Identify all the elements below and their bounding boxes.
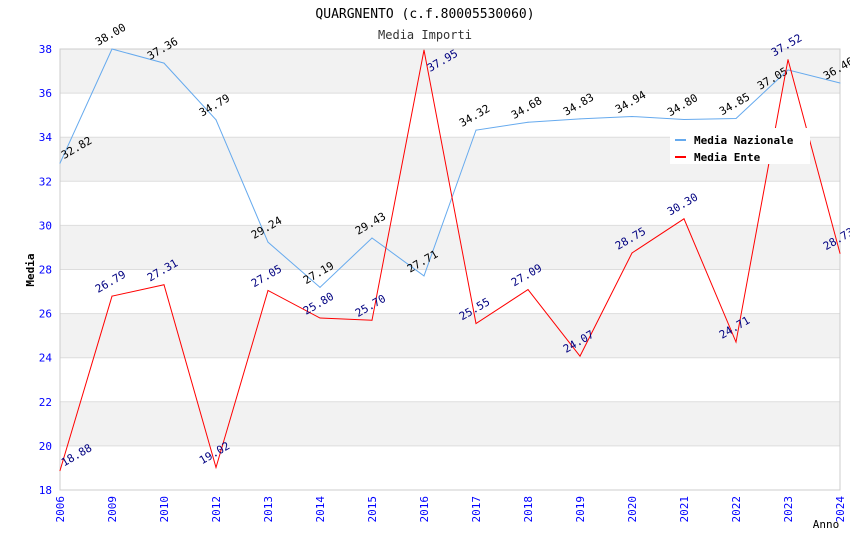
data-point (527, 121, 529, 123)
data-point (579, 118, 581, 120)
data-point (423, 275, 425, 277)
legend: Media Nazionale Media Ente (670, 128, 810, 164)
chart-title: QUARGNENTO (c.f.80005530060) (315, 7, 534, 22)
y-tick-label: 18 (39, 484, 52, 497)
data-point (475, 323, 477, 325)
data-point (683, 119, 685, 121)
grid-band (60, 357, 840, 402)
data-point (215, 467, 217, 469)
data-point (319, 317, 321, 319)
x-tick-label: 2015 (366, 496, 379, 523)
x-tick-label: 2024 (834, 496, 847, 523)
data-point (527, 289, 529, 291)
y-tick-label: 34 (39, 131, 53, 144)
x-tick-label: 2014 (314, 496, 327, 523)
data-point (735, 341, 737, 343)
x-tick-label: 2022 (730, 496, 743, 523)
x-tick-label: 2023 (782, 496, 795, 523)
grid-band (60, 401, 840, 446)
data-point (787, 69, 789, 71)
x-tick-label: 2009 (106, 496, 119, 523)
x-tick-label: 2012 (210, 496, 223, 523)
data-point (111, 48, 113, 50)
x-tick-label: 2013 (262, 496, 275, 523)
x-tick-label: 2020 (626, 496, 639, 523)
data-point (59, 162, 61, 164)
y-tick-label: 26 (39, 308, 52, 321)
y-tick-label: 32 (39, 175, 52, 188)
data-point (319, 286, 321, 288)
grid-band (60, 313, 840, 358)
x-tick-label: 2016 (418, 496, 431, 523)
data-point (423, 49, 425, 51)
data-point (579, 355, 581, 357)
x-tick-label: 2010 (158, 496, 171, 523)
chart-subtitle: Media Importi (378, 28, 472, 42)
x-tick-label: 2018 (522, 496, 535, 523)
data-point (111, 295, 113, 297)
data-point (631, 252, 633, 254)
x-tick-label: 2021 (678, 496, 691, 523)
series-line-1 (59, 50, 841, 471)
x-tick-label: 2017 (470, 496, 483, 523)
y-tick-label: 30 (39, 219, 52, 232)
x-tick-label: 2019 (574, 496, 587, 523)
y-tick-label: 36 (39, 87, 52, 100)
data-point (475, 129, 477, 131)
x-axis-label: Anno (813, 518, 840, 531)
grid-band (60, 225, 840, 270)
x-tick-label: 2006 (54, 496, 67, 523)
data-point (631, 115, 633, 117)
grid-band (60, 269, 840, 314)
y-tick-label: 28 (39, 264, 52, 277)
series-line-0 (59, 48, 841, 289)
y-tick-label: 24 (39, 352, 53, 365)
data-point (215, 119, 217, 121)
grid-band (60, 49, 840, 94)
data-point (59, 470, 61, 472)
data-point (839, 252, 841, 254)
data-point (267, 289, 269, 291)
legend-label-nazionale: Media Nazionale (694, 134, 794, 147)
y-tick-label: 22 (39, 396, 52, 409)
data-point (163, 62, 165, 64)
data-point (371, 237, 373, 239)
data-point (683, 218, 685, 220)
y-axis-label: Media (24, 253, 37, 286)
y-tick-label: 38 (39, 43, 52, 56)
y-tick-label: 20 (39, 440, 52, 453)
legend-label-ente: Media Ente (694, 151, 761, 164)
data-point (735, 117, 737, 119)
data-point (267, 241, 269, 243)
data-point (371, 319, 373, 321)
data-point (839, 82, 841, 84)
data-point (787, 59, 789, 61)
data-label: 38.00 (93, 21, 128, 49)
plot-border (59, 48, 841, 491)
data-point (163, 284, 165, 286)
grid-band (60, 445, 840, 490)
